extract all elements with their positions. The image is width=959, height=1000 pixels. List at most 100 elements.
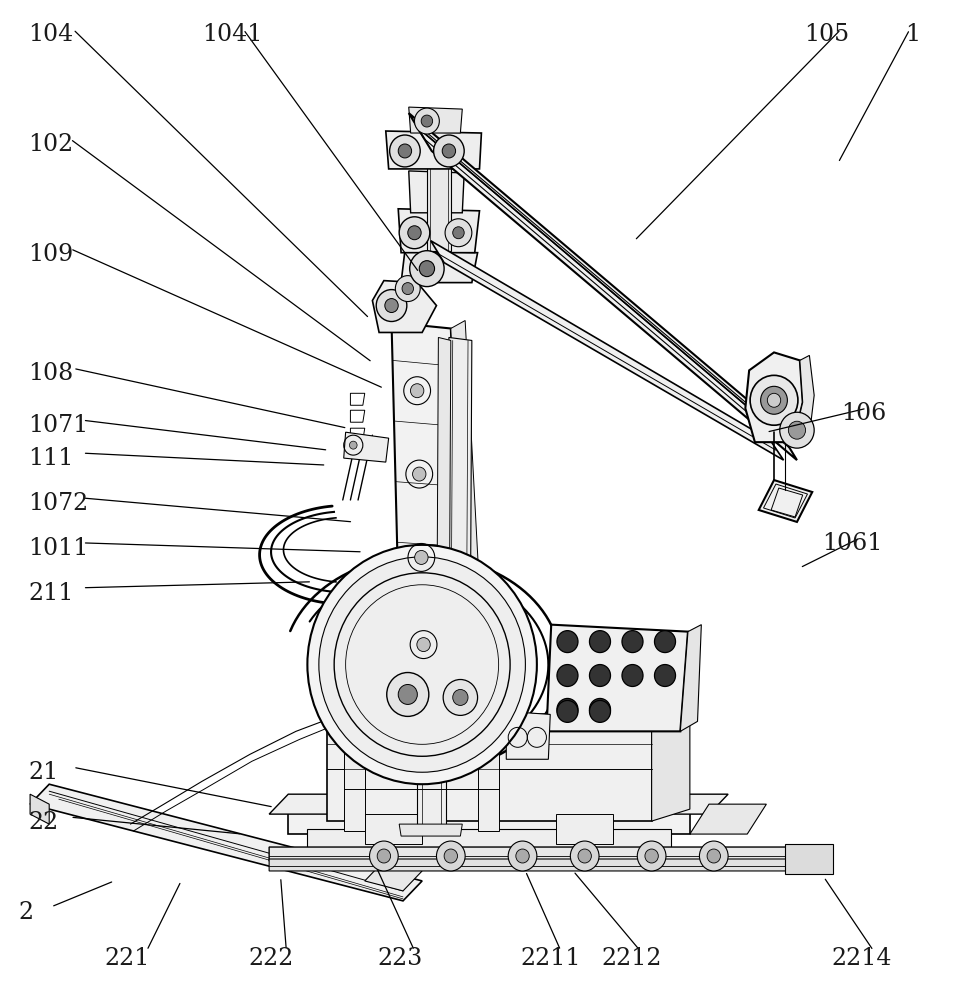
Text: 1011: 1011 [28, 537, 88, 560]
Circle shape [369, 841, 398, 871]
Circle shape [376, 290, 407, 321]
Text: 1041: 1041 [202, 23, 263, 46]
Polygon shape [326, 714, 651, 821]
Circle shape [377, 849, 390, 863]
Polygon shape [269, 859, 805, 871]
Circle shape [557, 700, 578, 722]
Circle shape [699, 841, 728, 871]
Circle shape [402, 283, 413, 295]
Polygon shape [556, 814, 614, 844]
Circle shape [445, 219, 472, 247]
Polygon shape [759, 480, 812, 522]
Polygon shape [417, 714, 446, 831]
Circle shape [349, 441, 357, 449]
Text: 221: 221 [105, 947, 150, 970]
Circle shape [442, 144, 456, 158]
Polygon shape [379, 672, 494, 721]
Circle shape [318, 557, 526, 772]
Polygon shape [30, 784, 422, 901]
Text: 22: 22 [28, 811, 58, 834]
Text: 1072: 1072 [28, 492, 88, 515]
Circle shape [419, 261, 434, 277]
Circle shape [638, 841, 666, 871]
Circle shape [408, 226, 421, 240]
Circle shape [654, 665, 675, 686]
Polygon shape [372, 281, 436, 332]
Polygon shape [690, 804, 766, 834]
Text: 1071: 1071 [28, 414, 88, 437]
Polygon shape [343, 751, 364, 831]
Circle shape [443, 680, 478, 715]
Circle shape [788, 421, 806, 439]
Text: 222: 222 [248, 947, 293, 970]
Polygon shape [409, 107, 462, 133]
Polygon shape [793, 355, 814, 442]
Circle shape [398, 684, 417, 704]
Polygon shape [364, 814, 422, 844]
Text: 2211: 2211 [521, 947, 581, 970]
Text: 2: 2 [18, 901, 34, 924]
Polygon shape [506, 711, 550, 759]
Circle shape [399, 217, 430, 249]
Circle shape [760, 386, 787, 414]
Circle shape [508, 841, 537, 871]
Circle shape [644, 849, 658, 863]
Circle shape [557, 698, 578, 720]
Polygon shape [427, 166, 451, 251]
Polygon shape [269, 794, 728, 814]
Polygon shape [30, 794, 49, 824]
Polygon shape [745, 352, 803, 442]
Text: 21: 21 [28, 761, 58, 784]
Circle shape [590, 631, 611, 653]
Text: 211: 211 [28, 582, 74, 605]
Text: 104: 104 [28, 23, 74, 46]
Circle shape [590, 698, 611, 720]
Polygon shape [409, 171, 464, 213]
Circle shape [590, 665, 611, 686]
Text: 2214: 2214 [831, 947, 892, 970]
Circle shape [557, 665, 578, 686]
Circle shape [414, 550, 428, 564]
Polygon shape [399, 824, 462, 836]
Text: 1061: 1061 [822, 532, 882, 555]
Text: 1: 1 [905, 23, 920, 46]
Polygon shape [436, 337, 451, 707]
Text: 108: 108 [28, 362, 74, 385]
Polygon shape [401, 251, 478, 283]
Circle shape [557, 631, 578, 653]
Circle shape [410, 384, 424, 398]
Polygon shape [446, 337, 472, 707]
Text: 223: 223 [377, 947, 422, 970]
Polygon shape [547, 625, 688, 731]
Circle shape [571, 841, 599, 871]
Circle shape [453, 227, 464, 239]
Circle shape [421, 115, 433, 127]
Circle shape [750, 375, 798, 425]
Circle shape [414, 108, 439, 134]
Circle shape [654, 631, 675, 653]
Circle shape [409, 251, 444, 287]
Circle shape [385, 299, 398, 313]
Polygon shape [451, 320, 485, 704]
Text: 106: 106 [841, 402, 886, 425]
Circle shape [590, 700, 611, 722]
Polygon shape [785, 844, 833, 874]
Circle shape [433, 135, 464, 167]
Circle shape [386, 673, 429, 716]
Circle shape [389, 135, 420, 167]
Polygon shape [289, 804, 690, 834]
Circle shape [780, 412, 814, 448]
Circle shape [622, 665, 643, 686]
Circle shape [398, 144, 411, 158]
Polygon shape [269, 847, 805, 861]
Text: 111: 111 [28, 447, 74, 470]
Text: 2212: 2212 [602, 947, 663, 970]
Circle shape [767, 393, 781, 407]
Circle shape [436, 841, 465, 871]
Polygon shape [431, 241, 784, 460]
Circle shape [308, 545, 537, 784]
Text: 105: 105 [805, 23, 850, 46]
Text: 109: 109 [28, 243, 74, 266]
Circle shape [395, 276, 420, 302]
Circle shape [622, 631, 643, 653]
